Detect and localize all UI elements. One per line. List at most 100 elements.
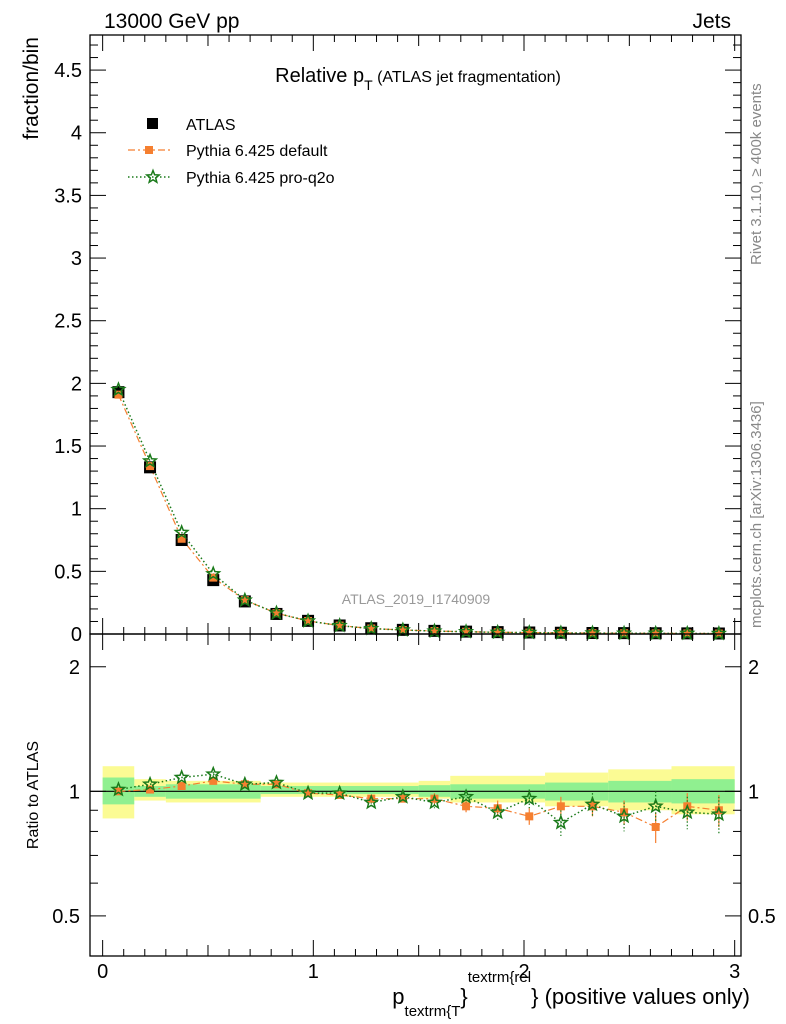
proq2o-point <box>173 523 190 540</box>
ratio-default-point <box>430 794 439 803</box>
mcplots-label: mcplots.cern.ch [arXiv:1306.3436] <box>748 401 765 628</box>
chart-title: Relative pT (ATLAS jet fragmentation) <box>275 65 561 93</box>
ratio-default-point <box>114 787 123 796</box>
x-axis-label: ptextrm{T}textrm{rel} (positive values o… <box>392 969 750 1020</box>
default-point <box>209 573 218 582</box>
ratio-proq2o-point <box>141 775 159 792</box>
y-tick-label: 0 <box>71 624 82 646</box>
ratio-default-point <box>146 785 155 794</box>
default-point <box>114 390 123 399</box>
x-axis-label-p: p <box>392 984 404 1009</box>
ratio-band-inner-3 <box>260 786 419 795</box>
proq2o-point <box>710 624 728 641</box>
legend-atlas-marker <box>147 118 158 129</box>
legend-star-shape <box>144 168 162 184</box>
ratio-proq2o-point <box>521 790 538 806</box>
default-point <box>335 621 344 630</box>
ratio-y-tick-label: 2 <box>69 657 80 679</box>
proq2o-point <box>110 381 127 397</box>
ratio-frame <box>89 633 742 957</box>
default-point <box>462 627 471 636</box>
proq2o-point <box>331 617 348 633</box>
x-tick-label: 0 <box>97 961 108 983</box>
legend: ATLAS Pythia 6.425 default Pythia 6.425 … <box>128 117 335 187</box>
x-axis-label-close: } <box>460 984 467 1009</box>
ratio-default-point <box>398 794 407 803</box>
ratio-default-point <box>240 780 249 789</box>
ratio-proq2o-point <box>647 797 664 814</box>
ratio-default-point <box>620 808 629 817</box>
ratio-proq2o-point <box>710 805 728 822</box>
x-axis-label-tail: } (positive values only) <box>531 984 750 1009</box>
ratio-proq2o-point <box>173 768 190 785</box>
ratio-y-axis-label: Ratio to ATLAS <box>25 741 42 849</box>
x-tick-label: 1 <box>308 961 319 983</box>
ratio-default-point <box>367 794 376 803</box>
x-tick-label: 2 <box>518 961 529 983</box>
ratio-proq2o-point <box>489 803 506 820</box>
y-tick-label: 3.5 <box>54 185 82 207</box>
y-tick-label: 4 <box>71 123 82 145</box>
y-axis-label: fraction/bin <box>20 37 43 140</box>
legend-default-marker <box>145 146 153 154</box>
legend-proq2o-label: Pythia 6.425 pro-q2o <box>186 170 335 187</box>
proq2o-point <box>679 624 696 641</box>
y-tick-label: 1.5 <box>54 436 82 458</box>
ratio-default-point <box>177 782 186 791</box>
ratio-proq2o-point <box>331 784 348 801</box>
proq2o-point <box>584 624 601 641</box>
proq2o-point <box>363 620 380 636</box>
ratio-proq2o-point <box>110 780 127 797</box>
ratio-default-point <box>714 806 723 815</box>
chart-title-sub: T <box>364 77 373 93</box>
ratio-proq2o-point <box>584 795 601 812</box>
ratio-default-point <box>462 802 471 811</box>
header-jets-label: Jets <box>692 10 731 33</box>
ratio-proq2o-point <box>615 807 633 824</box>
default-point <box>398 625 407 634</box>
ratio-y-tick-label-right: 0.5 <box>748 906 776 928</box>
ratio-default-point <box>556 802 565 811</box>
default-point <box>430 626 439 635</box>
default-point <box>272 609 281 618</box>
proq2o-point <box>205 565 222 581</box>
y-tick-label: 1 <box>71 499 82 521</box>
ratio-default-point <box>209 776 218 785</box>
default-point <box>177 534 186 543</box>
legend-atlas-label: ATLAS <box>186 117 236 134</box>
proq2o-point <box>521 623 538 640</box>
ratio-panel: 0 1 2 3 0.5 0.5 1 1 2 2 <box>52 633 776 983</box>
y-tick-label: 2 <box>71 373 82 395</box>
ratio-default-point <box>304 789 313 798</box>
rivet-version-label: Rivet 3.1.10, ≥ 400k events <box>748 83 765 265</box>
ratio-default-point <box>335 790 344 799</box>
legend-proq2o-marker <box>144 168 162 184</box>
ratio-proq2o-point <box>552 814 570 830</box>
proq2o-point <box>552 624 570 640</box>
ratio-y-tick-label: 1 <box>69 781 80 803</box>
proq2o-point <box>141 452 159 469</box>
default-point <box>146 462 155 471</box>
chart-title-main: Relative p <box>275 65 364 87</box>
proq2o-point <box>489 623 506 640</box>
default-point <box>367 624 376 633</box>
chart-title-suffix: (ATLAS jet fragmentation) <box>373 69 561 86</box>
ratio-y-tick-label-right: 2 <box>748 657 759 679</box>
default-point <box>304 616 313 625</box>
proq2o-point <box>299 612 317 628</box>
ratio-default-point <box>651 822 660 831</box>
proq2o-point <box>647 624 664 641</box>
proq2o-point <box>236 591 253 608</box>
ratio-proq2o-point <box>363 793 380 810</box>
proq2o-point <box>615 624 633 641</box>
ratio-y-tick-label: 0.5 <box>52 906 80 928</box>
ratio-line-1 <box>118 780 719 828</box>
default-point <box>493 628 502 637</box>
ratio-proq2o-point <box>236 775 253 792</box>
x-axis-label-sub: textrm{T <box>405 1003 461 1020</box>
default-point <box>556 628 565 637</box>
proq2o-point <box>394 621 412 637</box>
ratio-proq2o-point <box>299 784 317 801</box>
ratio-proq2o-point <box>679 803 696 820</box>
